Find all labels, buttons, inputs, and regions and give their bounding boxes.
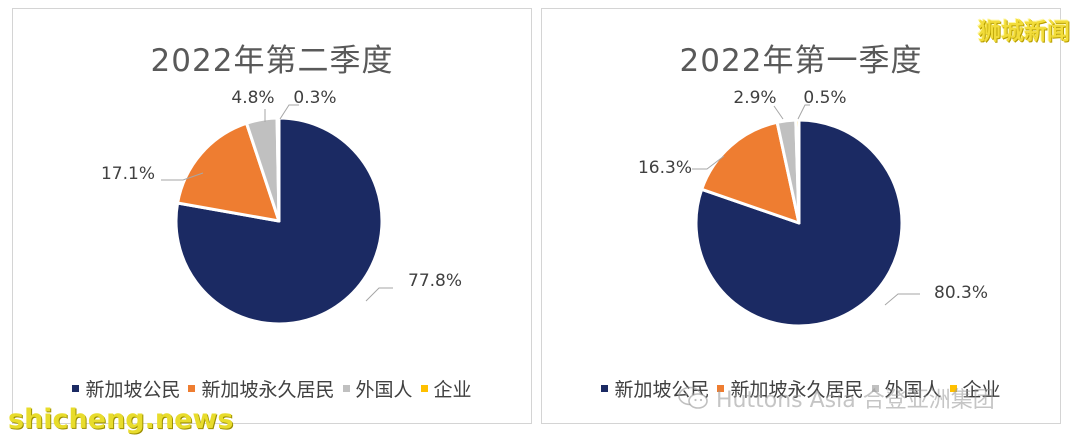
- leader-line: [161, 172, 204, 181]
- chart-title: 2022年第一季度: [679, 43, 923, 79]
- data-label-foreigner: 4.8%: [231, 88, 274, 108]
- legend-swatch-company: [420, 385, 428, 392]
- pie-slice-pr: [700, 120, 801, 225]
- legend-swatch-pr: [717, 385, 725, 392]
- data-label-company: 0.3%: [293, 88, 336, 108]
- data-label-pr: 16.3%: [638, 158, 692, 178]
- legend-label: 新加坡公民: [614, 379, 710, 401]
- legend-item-company: 企业: [420, 375, 472, 402]
- leader-line: [773, 105, 784, 120]
- data-label-pr: 17.1%: [101, 164, 155, 184]
- pie-chart-q2: 77.8% 17.1% 4.8% 0.3%: [101, 88, 462, 326]
- legend-item-citizen: 新加坡公民: [72, 375, 180, 402]
- legend-swatch-foreigner: [871, 385, 879, 392]
- watermark-top-right: 狮城新闻: [978, 19, 1070, 45]
- data-label-citizen: 80.3%: [934, 283, 988, 303]
- legend-swatch-company: [949, 385, 957, 392]
- legend-item-citizen: 新加坡公民: [601, 375, 709, 402]
- legend-item-pr: 新加坡永久居民: [717, 375, 864, 402]
- chart-title: 2022年第二季度: [150, 43, 394, 79]
- leader-line: [797, 104, 810, 120]
- leader-line: [365, 287, 393, 302]
- legend-item-foreigner: 外国人: [871, 375, 942, 402]
- legend-swatch-citizen: [72, 385, 80, 392]
- pie-slice-company: [794, 118, 801, 225]
- data-label-foreigner: 2.9%: [733, 88, 776, 108]
- pie-chart-q1: 80.3% 16.3% 2.9% 0.5%: [638, 88, 988, 328]
- wechat-watermark-text: Huttons Asia 合登亚洲集团: [716, 388, 995, 413]
- chart-panel-q1: 2022年第一季度 80.3% 16.3% 2.9% 0.5% 新加坡公民 新加坡永久…: [541, 8, 1061, 424]
- pie-slice-citizen: [174, 116, 384, 326]
- legend-item-pr: 新加坡永久居民: [188, 375, 335, 402]
- legend-swatch-citizen: [601, 385, 609, 392]
- legend-swatch-pr: [188, 385, 196, 392]
- legend-item-company: 企业: [949, 375, 1001, 402]
- legend-label: 企业: [962, 379, 1001, 401]
- wechat-watermark: Huttons Asia 合登亚洲集团: [678, 382, 995, 414]
- pie-slice-company: [275, 116, 281, 223]
- legend-item-foreigner: 外国人: [342, 375, 413, 402]
- wechat-icon: [678, 386, 708, 409]
- leader-line: [279, 104, 299, 120]
- legend-swatch-foreigner: [342, 385, 350, 392]
- legend-label: 企业: [433, 379, 472, 401]
- legend-label: 外国人: [884, 379, 942, 401]
- pie-slice-citizen: [694, 118, 904, 328]
- chart-panel-q2: 2022年第二季度 77.8% 17.1% 4.8% 0.3% 新加坡公民 新加坡永久…: [12, 8, 532, 424]
- legend-label: 新加坡永久居民: [730, 379, 864, 401]
- watermark-bottom-left: shicheng.news: [8, 404, 234, 435]
- legend-label: 外国人: [355, 379, 413, 401]
- legend-label: 新加坡永久居民: [201, 379, 335, 401]
- legend: 新加坡公民 新加坡永久居民 外国人 企业: [542, 375, 1060, 402]
- leader-line: [884, 293, 920, 306]
- leader-line: [692, 155, 725, 170]
- legend-label: 新加坡公民: [85, 379, 181, 401]
- data-label-citizen: 77.8%: [408, 271, 462, 291]
- data-label-company: 0.5%: [803, 88, 846, 108]
- legend: 新加坡公民 新加坡永久居民 外国人 企业: [13, 375, 531, 402]
